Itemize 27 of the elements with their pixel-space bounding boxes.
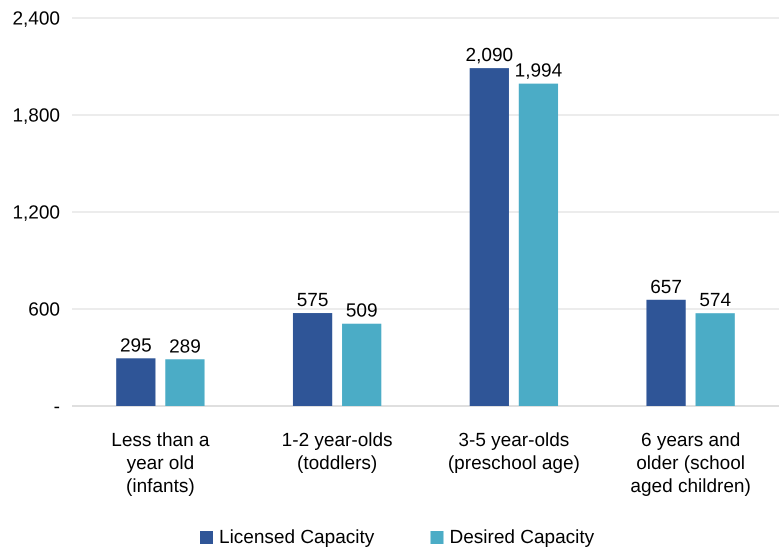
y-tick-label: 2,400 bbox=[12, 8, 60, 30]
data-label: 1,994 bbox=[514, 60, 563, 82]
legend-label: Desired Capacity bbox=[450, 527, 595, 548]
data-label: 289 bbox=[169, 336, 201, 358]
legend-label: Licensed Capacity bbox=[219, 527, 375, 548]
bar bbox=[696, 313, 735, 406]
data-label: 574 bbox=[699, 290, 732, 312]
data-label: 575 bbox=[296, 290, 328, 312]
bar bbox=[292, 313, 332, 406]
data-label: 509 bbox=[346, 300, 378, 322]
bar bbox=[518, 84, 558, 406]
bar bbox=[116, 358, 156, 406]
x-tick-label: 3-5 year-olds (preschool age) bbox=[448, 430, 580, 474]
bar bbox=[165, 359, 205, 406]
y-tick-label: 600 bbox=[28, 300, 60, 321]
x-tick-label: Less than a year old (infants) bbox=[111, 430, 210, 497]
bar bbox=[470, 68, 509, 406]
data-label: 2,090 bbox=[466, 45, 514, 66]
bar bbox=[646, 300, 686, 406]
data-label: 657 bbox=[650, 276, 682, 298]
y-tick-label: 1,200 bbox=[12, 202, 60, 224]
y-tick-label: - bbox=[54, 396, 60, 418]
x-tick-label: 1-2 year-olds (toddlers) bbox=[282, 430, 393, 474]
x-tick-label: 6 years and older (school aged children) bbox=[630, 430, 751, 497]
data-label: 295 bbox=[120, 335, 152, 356]
y-tick-label: 1,800 bbox=[12, 106, 60, 127]
bar bbox=[342, 324, 382, 406]
